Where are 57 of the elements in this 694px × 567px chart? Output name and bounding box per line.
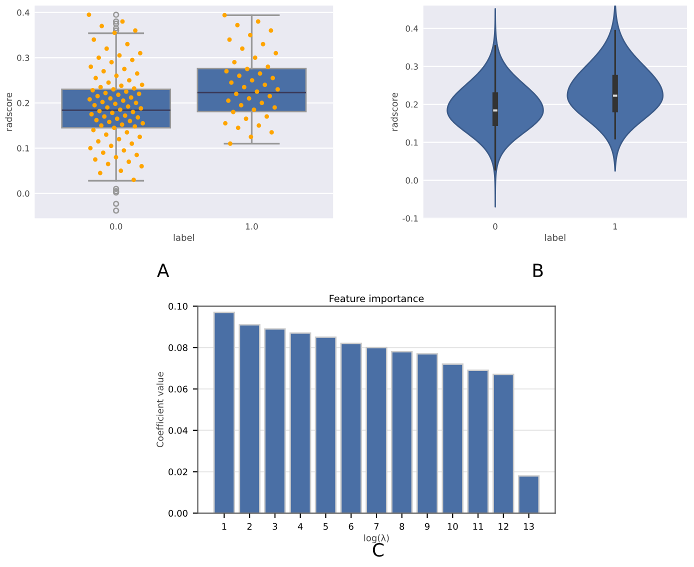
x-axis-title: label (174, 234, 194, 241)
y-tick-label: 0.1 (17, 145, 30, 152)
bar (366, 346, 388, 514)
chart-title: Feature importance (330, 294, 424, 304)
y-axis-title: Coefficient value (156, 372, 164, 448)
text: B (533, 264, 543, 277)
bar (416, 353, 438, 514)
bar (264, 328, 286, 514)
bar (492, 374, 514, 514)
y-axis-title: radscore (390, 92, 398, 131)
bar (391, 351, 413, 514)
x-axis-title: log(λ) (364, 534, 389, 544)
x-tick-label: 2 (247, 523, 252, 530)
y-tick-label: 0.00 (168, 510, 188, 517)
y-tick-label: 0.10 (168, 302, 188, 310)
bar (289, 332, 312, 514)
y-tick-label: 0.0 (17, 190, 30, 197)
y-tick-label: 0.02 (168, 468, 188, 476)
x-tick-label: 9 (424, 523, 430, 530)
y-tick-label: 0.4 (17, 9, 30, 16)
x-tick-label: 4 (298, 523, 303, 530)
y-tick-label: 0.0 (406, 177, 418, 184)
x-tick-label: 11 (473, 523, 483, 530)
y-tick-label: 0.2 (17, 100, 30, 106)
x-tick-label: 6 (348, 523, 354, 530)
bar (238, 324, 260, 514)
bar (467, 370, 489, 514)
bar (340, 342, 362, 514)
text: A (157, 264, 170, 277)
y-tick-label: 0.06 (168, 386, 188, 393)
x-tick-label: 10 (448, 523, 458, 530)
x-tick-label: 3 (272, 523, 278, 530)
x-tick-label: 1.0 (246, 223, 258, 230)
y-tick-label: 0.3 (406, 63, 418, 70)
x-tick-label: 7 (374, 523, 379, 530)
x-tick-label: 8 (400, 523, 404, 530)
x-tick-label: 0 (493, 223, 498, 230)
x-tick-label: 1 (222, 523, 226, 530)
y-axis-title: radscore (5, 92, 12, 131)
x-tick-label: 5 (324, 523, 328, 530)
y-tick-label: 0.3 (17, 54, 30, 61)
y-tick-label: -0.1 (402, 215, 418, 222)
y-tick-label: 0.04 (168, 427, 188, 434)
x-tick-label: 13 (524, 523, 534, 530)
text: C (372, 543, 384, 557)
y-tick-label: 0.4 (406, 25, 418, 32)
y-tick-label: 0.2 (406, 101, 418, 108)
x-tick-label: 1 (613, 223, 618, 230)
x-tick-label: 12 (498, 523, 508, 530)
bar (518, 475, 540, 514)
y-tick-label: 0.1 (406, 139, 418, 146)
bar (213, 312, 236, 514)
x-axis-title: label (545, 234, 566, 241)
y-tick-label: 0.08 (168, 344, 188, 352)
bar (442, 363, 464, 514)
bar (314, 336, 337, 514)
x-tick-label: 0.0 (110, 223, 122, 230)
